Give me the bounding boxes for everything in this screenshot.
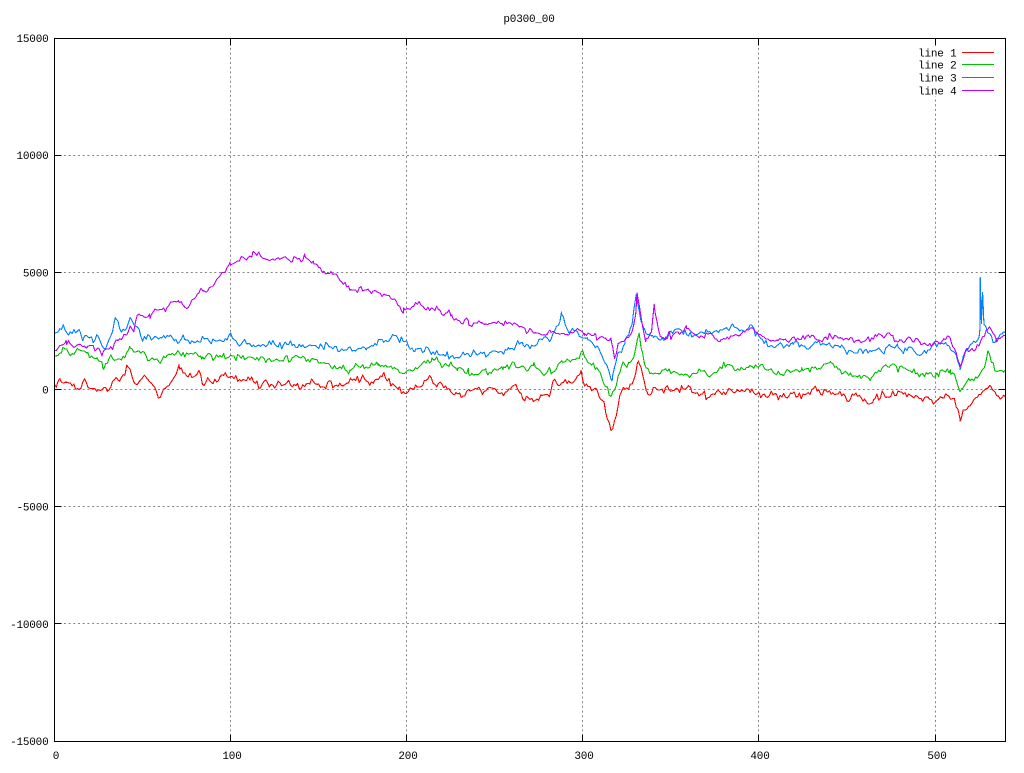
svg-text:-10000: -10000: [10, 620, 48, 632]
svg-text:15000: 15000: [16, 34, 48, 46]
svg-text:200: 200: [398, 751, 417, 763]
svg-text:line 2: line 2: [918, 61, 956, 73]
svg-text:-15000: -15000: [10, 737, 48, 749]
svg-text:10000: 10000: [16, 151, 48, 163]
svg-text:p0300_00: p0300_00: [503, 14, 554, 26]
svg-text:300: 300: [574, 751, 593, 763]
svg-text:line 4: line 4: [918, 87, 957, 99]
svg-text:400: 400: [750, 751, 769, 763]
svg-text:line 3: line 3: [918, 74, 956, 86]
svg-text:0: 0: [53, 751, 59, 763]
svg-text:5000: 5000: [23, 268, 49, 280]
svg-text:100: 100: [222, 751, 241, 763]
svg-text:500: 500: [927, 751, 946, 763]
svg-text:0: 0: [42, 386, 48, 398]
svg-text:-5000: -5000: [16, 503, 48, 515]
svg-text:line 1: line 1: [918, 49, 957, 61]
